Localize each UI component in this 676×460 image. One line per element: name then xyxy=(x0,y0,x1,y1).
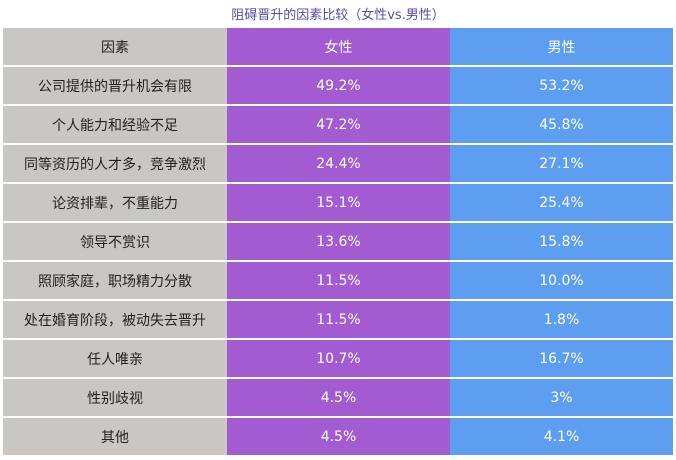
female-value-cell: 4.5% xyxy=(227,418,450,455)
table-row: 个人能力和经验不足 47.2% 45.8% xyxy=(3,106,673,145)
male-value-cell: 25.4% xyxy=(450,184,673,223)
male-value-cell: 3% xyxy=(450,379,673,418)
table-row: 照顾家庭，职场精力分散 11.5% 10.0% xyxy=(3,262,673,301)
female-value-cell: 24.4% xyxy=(227,145,450,184)
male-value-cell: 45.8% xyxy=(450,106,673,145)
male-value-cell: 10.0% xyxy=(450,262,673,301)
factor-cell: 性别歧视 xyxy=(3,379,227,418)
male-value-cell: 15.8% xyxy=(450,223,673,262)
factor-cell: 论资排辈，不重能力 xyxy=(3,184,227,223)
male-value-cell: 4.1% xyxy=(450,418,673,455)
table-row: 其他 4.5% 4.1% xyxy=(3,418,673,455)
table-row: 性别歧视 4.5% 3% xyxy=(3,379,673,418)
female-value-cell: 47.2% xyxy=(227,106,450,145)
factor-cell: 个人能力和经验不足 xyxy=(3,106,227,145)
factor-cell: 照顾家庭，职场精力分散 xyxy=(3,262,227,301)
factor-cell: 任人唯亲 xyxy=(3,340,227,379)
header-factor: 因素 xyxy=(3,28,227,67)
table-row: 论资排辈，不重能力 15.1% 25.4% xyxy=(3,184,673,223)
female-value-cell: 13.6% xyxy=(227,223,450,262)
male-value-cell: 1.8% xyxy=(450,301,673,340)
table-row: 公司提供的晋升机会有限 49.2% 53.2% xyxy=(3,67,673,106)
header-female: 女性 xyxy=(227,28,450,67)
factor-cell: 其他 xyxy=(3,418,227,455)
female-value-cell: 11.5% xyxy=(227,301,450,340)
female-value-cell: 49.2% xyxy=(227,67,450,106)
male-value-cell: 53.2% xyxy=(450,67,673,106)
female-value-cell: 4.5% xyxy=(227,379,450,418)
factor-cell: 领导不赏识 xyxy=(3,223,227,262)
header-row: 因素 女性 男性 xyxy=(3,28,673,67)
table-row: 领导不赏识 13.6% 15.8% xyxy=(3,223,673,262)
header-male: 男性 xyxy=(450,28,673,67)
comparison-table: 因素 女性 男性 公司提供的晋升机会有限 49.2% 53.2% 个人能力和经验… xyxy=(3,28,673,455)
factor-cell: 处在婚育阶段，被动失去晋升 xyxy=(3,301,227,340)
factor-cell: 同等资历的人才多，竞争激烈 xyxy=(3,145,227,184)
male-value-cell: 27.1% xyxy=(450,145,673,184)
female-value-cell: 10.7% xyxy=(227,340,450,379)
male-value-cell: 16.7% xyxy=(450,340,673,379)
table-row: 任人唯亲 10.7% 16.7% xyxy=(3,340,673,379)
female-value-cell: 15.1% xyxy=(227,184,450,223)
factor-cell: 公司提供的晋升机会有限 xyxy=(3,67,227,106)
chart-title: 阻碍晋升的因素比较（女性vs.男性） xyxy=(231,8,445,23)
table-row: 同等资历的人才多，竞争激烈 24.4% 27.1% xyxy=(3,145,673,184)
female-value-cell: 11.5% xyxy=(227,262,450,301)
table-row: 处在婚育阶段，被动失去晋升 11.5% 1.8% xyxy=(3,301,673,340)
